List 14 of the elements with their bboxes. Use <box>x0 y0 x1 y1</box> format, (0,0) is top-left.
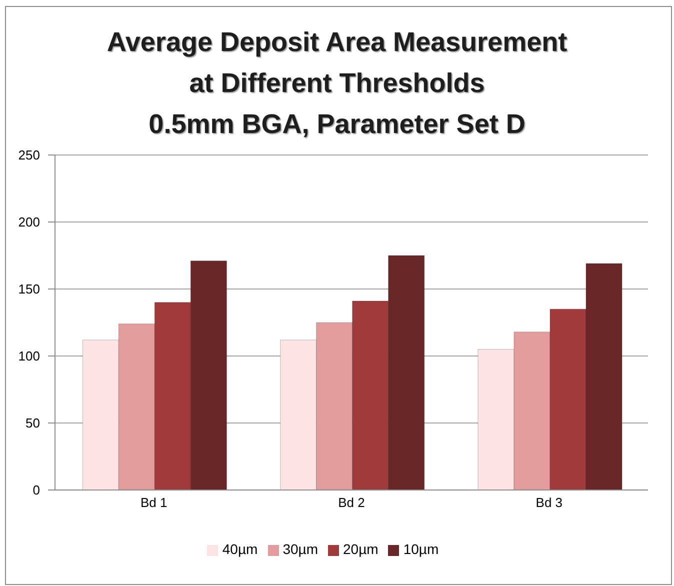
x-tick-label: Bd 1 <box>140 495 168 510</box>
y-tick-label: 200 <box>18 214 40 230</box>
y-tick-label: 250 <box>18 148 40 163</box>
chart-title: Average Deposit Area Measurement at Different Thresholds 0.5mm BGA, Parameter Set D <box>106 26 568 141</box>
legend-label: 20µm <box>343 541 378 557</box>
y-tick-label: 0 <box>32 482 40 498</box>
legend-label: 40µm <box>222 541 258 557</box>
legend-label: 10µm <box>403 541 439 557</box>
y-tick-label: 150 <box>18 282 40 297</box>
y-tick-label: 50 <box>26 416 40 431</box>
y-tick-label: 100 <box>18 348 40 364</box>
legend-label: 30µm <box>282 541 318 557</box>
x-tick-label: Bd 3 <box>536 495 563 510</box>
x-tick-label: Bd 2 <box>338 495 365 510</box>
